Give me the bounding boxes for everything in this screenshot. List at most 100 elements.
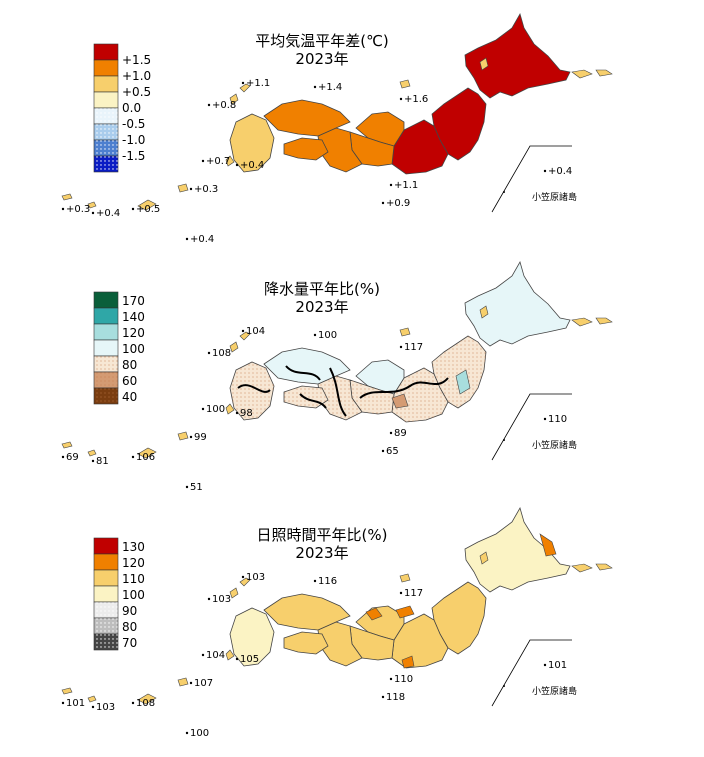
station-value-hachijo: +1.1	[394, 180, 418, 191]
legend-label: 70	[122, 636, 137, 650]
station-value-izu_south: 65	[386, 446, 399, 457]
panel-sunshine: 日照時間平年比(%)2023年130120110100908070小笠原諸島10…	[61, 506, 613, 739]
station-value-north_coast_2: 100	[318, 330, 337, 341]
legend-swatch	[93, 339, 119, 357]
island	[177, 677, 189, 687]
station-value-sado: 117	[404, 342, 423, 353]
station-value-tsushima: 108	[212, 348, 231, 359]
station-values: +1.1 +1.4 +1.6 +0.8 +0.7 +0.4 +1.1 +0.9 +0.3 +0.4…	[61, 78, 572, 245]
legend-swatch	[93, 43, 119, 61]
legend-swatch	[93, 75, 119, 93]
station-value-yonaguni: 101	[66, 698, 85, 709]
legend-label: 120	[122, 326, 145, 340]
island	[239, 577, 251, 587]
station-dot	[399, 591, 403, 595]
station-values: 104 100 117 108 100 98 89 65 69 81 106 99 51 110	[61, 326, 567, 493]
station-value-izu_south: 118	[386, 692, 405, 703]
island	[225, 403, 235, 415]
island-dot	[503, 191, 505, 193]
legend-swatch-pattern	[94, 124, 118, 140]
island	[239, 331, 251, 341]
station-value-north_coast_2: 116	[318, 576, 337, 587]
region-high-sunshine	[401, 655, 415, 669]
station-value-north_coast_1: 103	[246, 572, 265, 583]
legend-label: -1.5	[122, 149, 145, 163]
legend-label: 0.0	[122, 101, 141, 115]
station-dot	[91, 211, 95, 215]
panel-title: 降水量平年比(%)	[264, 280, 380, 298]
ogasawara-inset: 小笠原諸島	[491, 393, 577, 461]
legend-label: 80	[122, 620, 137, 634]
legend-label: 100	[122, 342, 145, 356]
station-dot	[313, 333, 317, 337]
station-dot	[381, 449, 385, 453]
region-kyushu	[229, 607, 275, 667]
legend-label: -1.0	[122, 133, 145, 147]
station-value-hachijo: 89	[394, 428, 407, 439]
station-value-okinawa: 107	[194, 678, 213, 689]
station-dot	[543, 417, 547, 421]
region-chugoku	[263, 593, 351, 631]
station-dot	[61, 455, 65, 459]
station-value-miyako: +0.5	[136, 204, 160, 215]
legend-swatch-pattern	[94, 634, 118, 650]
island	[137, 447, 157, 459]
station-dot	[207, 597, 211, 601]
island	[229, 587, 239, 599]
station-dot	[201, 653, 205, 657]
station-value-minamidaito: +0.4	[190, 234, 214, 245]
station-dot	[91, 705, 95, 709]
panel-title: 平均気温平年差(℃)	[255, 32, 389, 50]
station-dot	[91, 459, 95, 463]
station-dot	[543, 663, 547, 667]
station-dot	[235, 657, 239, 661]
station-value-miyako: 108	[136, 698, 155, 709]
island-dot	[503, 439, 505, 441]
station-value-north_coast_1: 104	[246, 326, 265, 337]
region-hokkaido	[464, 506, 571, 593]
legend-label: +1.0	[122, 69, 151, 83]
legend-label: 110	[122, 572, 145, 586]
legend-label: 80	[122, 358, 137, 372]
region-high-sunshine	[539, 533, 557, 557]
station-value-tsushima: 103	[212, 594, 231, 605]
legend-label: +1.5	[122, 53, 151, 67]
japan-map	[61, 12, 613, 211]
legend-swatch-pattern	[94, 388, 118, 404]
station-dot	[399, 345, 403, 349]
station-dot	[61, 207, 65, 211]
station-dot	[131, 701, 135, 705]
legend-swatch-pattern	[94, 108, 118, 124]
station-dot	[381, 201, 385, 205]
ogasawara-label: 小笠原諸島	[532, 685, 577, 697]
station-dot	[235, 411, 239, 415]
station-dot	[189, 681, 193, 685]
legend-swatch	[93, 323, 119, 341]
region-pattern-kyushu	[230, 362, 274, 420]
region-hokkaido	[464, 260, 571, 347]
station-values: 103 116 117 103 104 105 110 118 101 103 108 107 100 1…	[61, 572, 567, 739]
island	[61, 441, 73, 449]
station-value-minamidaito: 51	[190, 482, 203, 493]
station-dot	[185, 731, 189, 735]
island-dot	[503, 685, 505, 687]
station-value-okinawa: 99	[194, 432, 207, 443]
japan-map	[61, 260, 613, 459]
station-dot	[185, 485, 189, 489]
station-value-ishigaki: 103	[96, 702, 115, 713]
legend-swatch	[93, 569, 119, 587]
station-value-koshiki: +0.7	[206, 156, 230, 167]
legend-swatch	[93, 553, 119, 571]
legend-label: -0.5	[122, 117, 145, 131]
station-dot	[235, 163, 239, 167]
station-value-north_coast_1: +1.1	[246, 78, 270, 89]
legend-swatch	[93, 91, 119, 109]
legend-swatch-pattern	[94, 356, 118, 372]
station-value-ishigaki: +0.4	[96, 208, 120, 219]
region-pattern-kanto	[392, 368, 448, 422]
region-hokkaido	[464, 12, 571, 99]
island	[239, 83, 251, 93]
legend-label: 130	[122, 540, 145, 554]
legend-label: 40	[122, 390, 137, 404]
isoline-100	[285, 365, 321, 381]
